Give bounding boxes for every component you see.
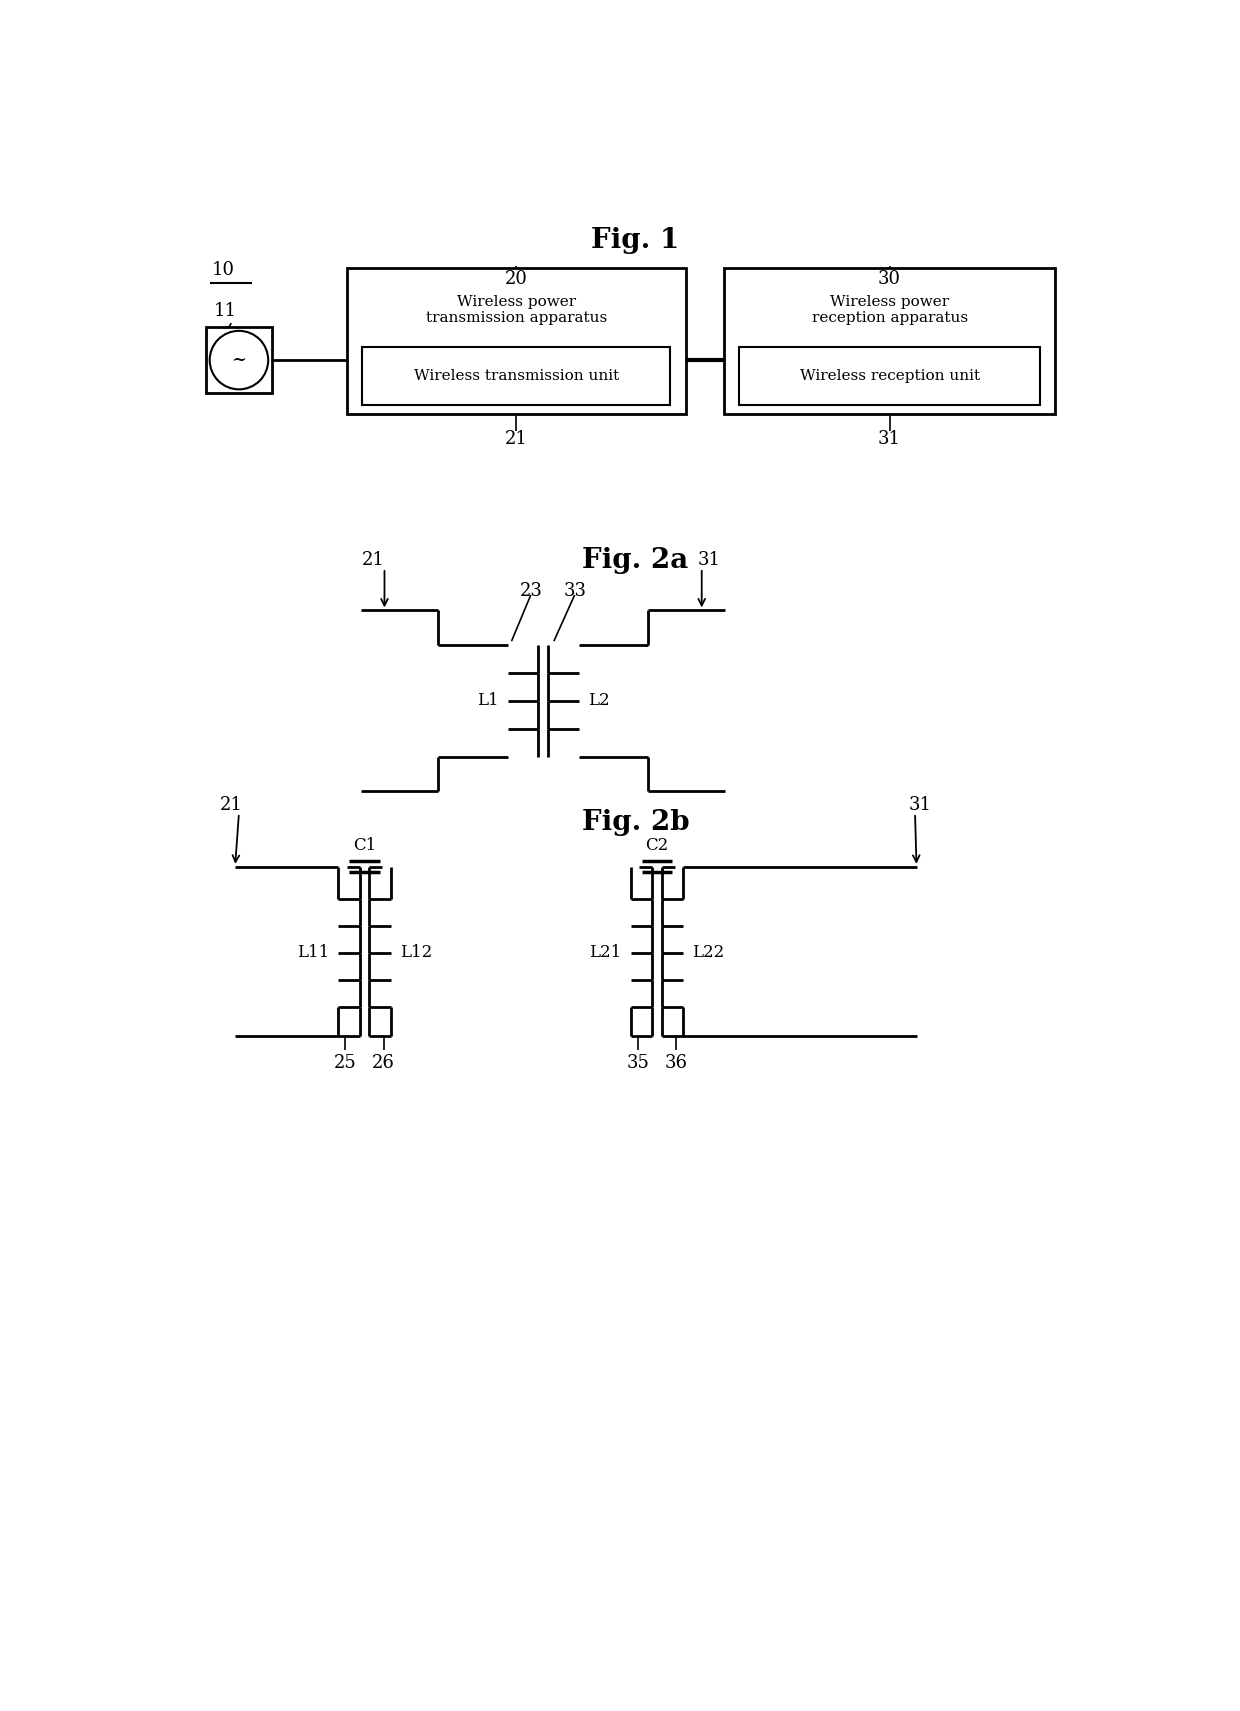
- Text: L2: L2: [588, 693, 609, 710]
- Bar: [347, 267, 686, 414]
- Text: Wireless power
transmission apparatus: Wireless power transmission apparatus: [425, 294, 606, 325]
- Bar: [739, 347, 1040, 406]
- Text: Fig. 1: Fig. 1: [591, 228, 680, 255]
- Text: 23: 23: [520, 582, 542, 601]
- Text: 31: 31: [698, 551, 720, 570]
- Text: Wireless power
reception apparatus: Wireless power reception apparatus: [811, 294, 967, 325]
- Text: 21: 21: [505, 429, 527, 448]
- Text: L22: L22: [692, 944, 724, 962]
- Text: 31: 31: [909, 796, 932, 814]
- Bar: [206, 327, 272, 394]
- Text: L12: L12: [399, 944, 432, 962]
- Text: L1: L1: [477, 693, 498, 710]
- Text: 33: 33: [563, 582, 587, 601]
- Text: C1: C1: [353, 837, 376, 854]
- Text: L21: L21: [589, 944, 621, 962]
- Text: 35: 35: [626, 1054, 650, 1073]
- Text: 30: 30: [878, 270, 901, 287]
- Text: 36: 36: [665, 1054, 688, 1073]
- Text: Wireless reception unit: Wireless reception unit: [800, 370, 980, 383]
- Text: 21: 21: [219, 796, 243, 814]
- Text: 31: 31: [878, 429, 901, 448]
- Text: 10: 10: [212, 262, 236, 279]
- Text: Fig. 2a: Fig. 2a: [583, 548, 688, 573]
- Text: 11: 11: [213, 303, 237, 320]
- Bar: [724, 267, 1055, 414]
- Text: Wireless transmission unit: Wireless transmission unit: [413, 370, 619, 383]
- Text: 20: 20: [505, 270, 527, 287]
- Bar: [362, 347, 670, 406]
- Text: 21: 21: [362, 551, 384, 570]
- Text: Fig. 2b: Fig. 2b: [582, 809, 689, 835]
- Text: 25: 25: [334, 1054, 357, 1073]
- Text: L11: L11: [296, 944, 329, 962]
- Text: C2: C2: [646, 837, 668, 854]
- Text: 26: 26: [372, 1054, 396, 1073]
- Text: ~: ~: [232, 351, 247, 370]
